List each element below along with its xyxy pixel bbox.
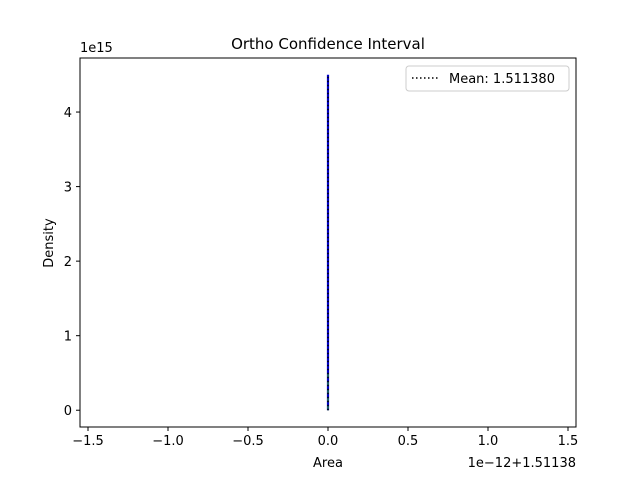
x-axis-label: Area: [313, 456, 343, 471]
y-tick-label: 2: [64, 255, 72, 270]
legend: Mean: 1.511380: [405, 65, 570, 92]
y-offset-label: 1e15: [80, 41, 113, 56]
y-tick-label: 0: [64, 404, 72, 419]
y-axis-label: Density: [42, 218, 57, 268]
x-tick-label: 0.0: [318, 434, 339, 449]
legend-box: [405, 65, 570, 92]
y-axis: 0 1 2 3 4: [64, 106, 80, 419]
x-tick-label: −1.0: [152, 434, 184, 449]
legend-label-mean: Mean: 1.511380: [449, 72, 555, 87]
y-tick-label: 4: [64, 106, 72, 121]
x-tick-label: −0.5: [232, 434, 264, 449]
y-tick-label: 1: [64, 330, 72, 345]
chart-title: Ortho Confidence Interval: [231, 35, 425, 53]
x-tick-label: −1.5: [72, 434, 104, 449]
x-tick-label: 1.0: [478, 434, 499, 449]
x-axis: −1.5 −1.0 −0.5 0.0 0.5 1.0 1.5: [72, 427, 578, 449]
x-tick-label: 0.5: [398, 434, 419, 449]
x-tick-label: 1.5: [558, 434, 579, 449]
x-offset-label: 1e−12+1.51138: [468, 456, 576, 471]
y-tick-label: 3: [64, 181, 72, 196]
